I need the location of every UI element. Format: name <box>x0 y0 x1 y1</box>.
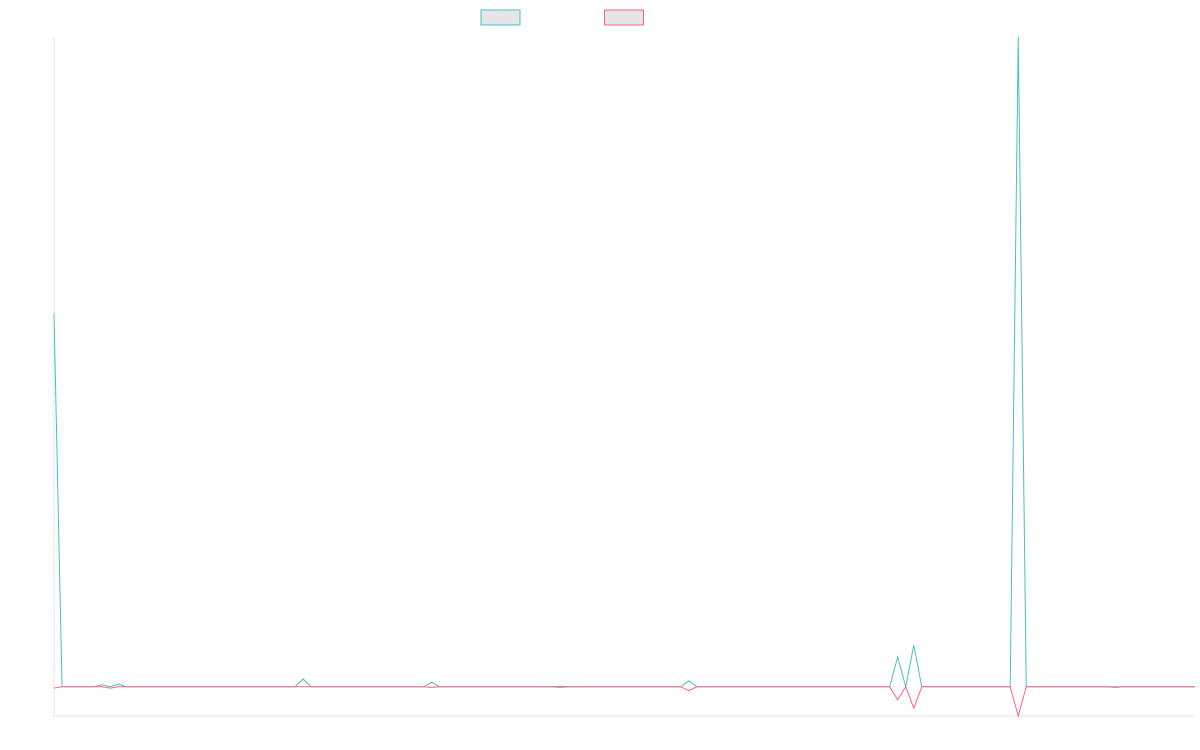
legend-swatch <box>604 9 644 26</box>
series-line <box>53 685 1195 718</box>
series-line <box>53 36 1195 688</box>
legend-swatch <box>480 9 521 26</box>
